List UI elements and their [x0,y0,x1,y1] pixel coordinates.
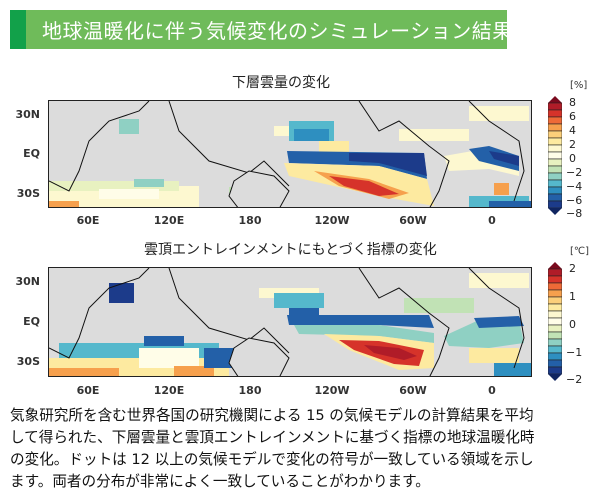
colorbar1-tick: 6 [569,110,576,123]
colorbar1-unit: [%] [570,80,588,91]
map1-title: 下層雲量の変化 [232,75,330,91]
map2-ylabel-30s: 30S [16,355,40,368]
colorbar1-tick: 8 [569,96,576,109]
colorbar2-tick: 2 [569,262,576,275]
colorbar2-tick: 1 [569,290,576,303]
map1-xlabel-60w: 60W [399,214,427,227]
map2-ylabel-eq: EQ [23,315,40,328]
banner-accent-bar [10,10,26,49]
caption-line: して得られた、下層雲量と雲頂エントレインメントに基づく指標の地球温暖化時 [10,429,535,446]
colorbar1-tick: −6 [566,194,583,207]
colorbar2-tick: −2 [566,373,583,386]
colorbar1-tick: 0 [569,152,576,165]
map2-ylabel-30n: 30N [15,275,40,288]
caption-line: の変化。ドットは 12 以上の気候モデルで変化の符号が一致している領域を示し [10,451,534,468]
map1-ylabel-30s: 30S [16,187,40,200]
map1-field [49,101,531,207]
colorbar1-tick: −2 [566,166,583,179]
map2-xlabel-120w: 120W [314,384,350,397]
map2-field [49,268,531,376]
map2-xlabel-60e: 60E [76,384,100,397]
page-title: 地球温暖化に伴う気候変化のシミュレーション結果 [42,19,513,43]
colorbar2-graphic [547,262,563,381]
map1-ylabel-eq: EQ [23,147,40,160]
colorbar1-tick: 2 [569,138,576,151]
map1-plot [48,100,532,208]
caption-line: ます。両者の分布が非常によく一致していることがわかります。 [10,473,430,490]
caption-line: 気象研究所を含む世界各国の研究機関による 15 の気候モデルの計算結果を平均 [10,407,534,424]
map2-xlabel-180: 180 [238,384,262,397]
colorbar1 [547,96,563,222]
map1-xlabel-120w: 120W [314,214,350,227]
map2-xlabel-0: 0 [488,384,496,397]
colorbar2-tick: 0 [569,318,576,331]
map1-ylabel-30n: 30N [15,108,40,121]
map1-xlabel-180: 180 [238,214,262,227]
map1-xlabel-60e: 60E [76,214,100,227]
title-banner [10,10,507,49]
colorbar2-tick: −1 [566,346,583,359]
colorbar2 [547,262,563,390]
colorbar1-tick: 4 [569,124,576,137]
map2-xlabel-60w: 60W [399,384,427,397]
colorbar1-tick: −4 [566,180,583,193]
figure-caption: 気象研究所を含む世界各国の研究機関による 15 の気候モデルの計算結果を平均 し… [10,405,600,493]
map2-title: 雲頂エントレインメントにもとづく指標の変化 [144,242,437,258]
colorbar1-tick: −8 [566,207,583,220]
colorbar1-graphic [547,96,563,215]
colorbar2-unit: [℃] [570,246,590,257]
map2-plot [48,267,532,377]
map1-xlabel-0: 0 [488,214,496,227]
map2-xlabel-120e: 120E [153,384,185,397]
map1-xlabel-120e: 120E [153,214,185,227]
